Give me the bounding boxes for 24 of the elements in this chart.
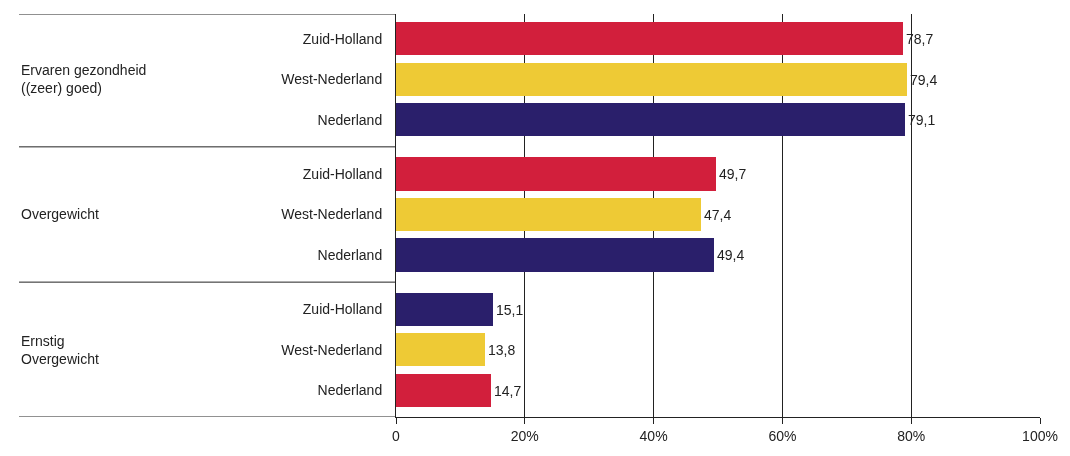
data-label: 49,4 [717,247,745,263]
x-tick-label: 20% [510,427,539,444]
y-tick-label: Zuid-Holland [302,301,383,318]
data-label: 15,1 [496,301,524,318]
y-tick-label: Zuid-Holland [302,165,383,182]
x-tick-label: 0 [392,427,401,444]
text: Ernstig Overgewicht [21,333,99,368]
text: Overgewicht [21,206,99,222]
y-tick-label: Nederland [317,111,383,128]
data-label: 49,7 [719,166,747,182]
x-tick-label: 80% [897,427,926,444]
y-tick-label: Nederland [317,246,383,263]
data-label: 47,4 [704,206,732,223]
x-tick-label: 40% [639,427,668,444]
y-tick-label: West-Nederland [281,341,383,358]
x-tick-label: 60% [768,427,797,444]
data-label: 14,7 [494,382,522,399]
y-tick-label: Zuid-Holland [302,30,383,47]
text: Ervaren gezondheid ((zeer) goed) [21,62,147,97]
y-tick-label: West-Nederland [281,71,383,88]
y-tick-label: Nederland [317,382,383,399]
x-tick-label: 100% [1022,427,1058,444]
data-label: 13,8 [488,341,516,358]
y-tick-label: West-Nederland [281,206,383,223]
